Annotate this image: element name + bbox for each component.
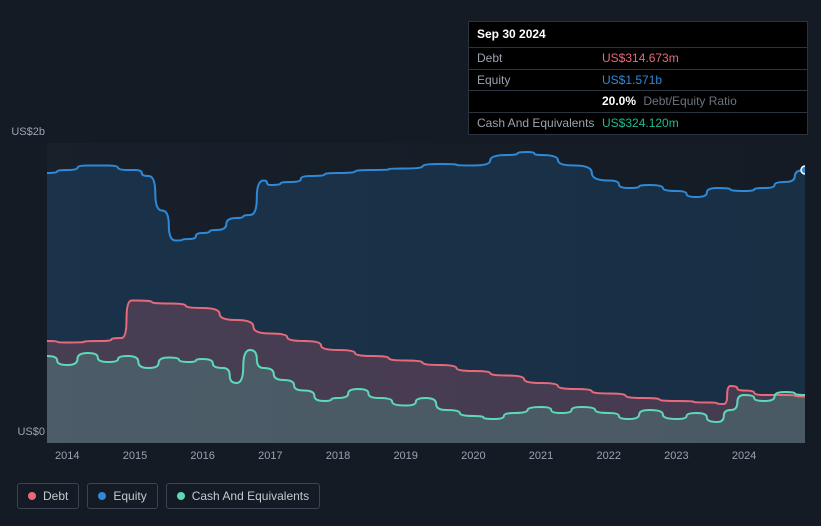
tooltip-label: Cash And Equivalents [477,115,602,132]
yaxis-label-bottom: US$0 [5,426,45,438]
xaxis-label: 2019 [386,450,426,462]
tooltip-label: Equity [477,72,602,89]
chart-plot-area [47,143,805,443]
tooltip-ratio-pct: 20.0% [602,94,636,108]
tooltip-label: Debt [477,50,602,67]
circle-icon [177,492,185,500]
tooltip-value: US$324.120m [602,115,679,132]
circle-icon [98,492,106,500]
legend-label: Cash And Equivalents [192,489,309,503]
legend-label: Debt [43,489,68,503]
tooltip-row-cash: Cash And Equivalents US$324.120m [469,112,807,134]
xaxis-label: 2022 [589,450,629,462]
tooltip-label [477,93,602,110]
tooltip-row-debt: Debt US$314.673m [469,47,807,69]
tooltip-date: Sep 30 2024 [469,22,807,47]
yaxis-label-top: US$2b [5,126,45,138]
xaxis-label: 2016 [183,450,223,462]
tooltip-value: US$314.673m [602,50,679,67]
chart-svg [47,143,805,443]
xaxis-label: 2017 [250,450,290,462]
xaxis-label: 2020 [453,450,493,462]
xaxis-label: 2015 [115,450,155,462]
legend-label: Equity [113,489,146,503]
tooltip-value: US$1.571b [602,72,662,89]
circle-icon [28,492,36,500]
tooltip-row-ratio: 20.0% Debt/Equity Ratio [469,90,807,112]
xaxis-label: 2018 [318,450,358,462]
tooltip-ratio-label: Debt/Equity Ratio [643,94,736,108]
tooltip-row-equity: Equity US$1.571b [469,69,807,91]
legend-item-equity[interactable]: Equity [87,483,157,509]
legend-item-cash[interactable]: Cash And Equivalents [166,483,320,509]
chart-tooltip: Sep 30 2024 Debt US$314.673m Equity US$1… [468,21,808,135]
xaxis-label: 2024 [724,450,764,462]
legend: Debt Equity Cash And Equivalents [17,483,320,509]
xaxis-label: 2023 [656,450,696,462]
xaxis-label: 2021 [521,450,561,462]
xaxis-label: 2014 [47,450,87,462]
legend-item-debt[interactable]: Debt [17,483,79,509]
